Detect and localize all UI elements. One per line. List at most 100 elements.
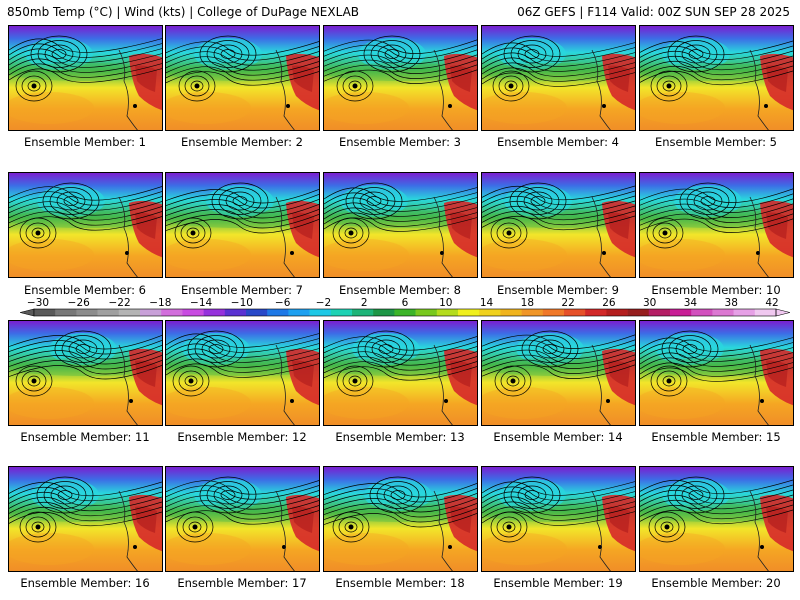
temperature-map <box>166 26 319 130</box>
temperature-map <box>640 321 793 425</box>
colorbar-segment <box>288 309 310 316</box>
colorbar-tick-label: −26 <box>67 297 90 309</box>
colorbar-segment <box>670 309 692 316</box>
colorbar-segment <box>691 309 713 316</box>
colorbar-tick-label: −14 <box>190 297 213 309</box>
ensemble-member-caption: Ensemble Member: 13 <box>335 430 465 444</box>
ensemble-map-panel <box>165 172 320 278</box>
colorbar-left-arrow <box>19 308 35 317</box>
colorbar-graphic <box>19 308 791 317</box>
temperature-map <box>166 321 319 425</box>
ensemble-map-panel <box>8 466 163 572</box>
colorbar-tick-label: 2 <box>360 297 368 309</box>
ensemble-member-caption: Ensemble Member: 8 <box>339 283 461 297</box>
ensemble-map-panel <box>323 320 478 426</box>
ensemble-map-panel <box>639 320 794 426</box>
colorbar-segment <box>267 309 289 316</box>
temperature-map <box>640 173 793 277</box>
ensemble-member-caption: Ensemble Member: 2 <box>181 135 303 149</box>
ensemble-member-caption: Ensemble Member: 4 <box>497 135 619 149</box>
ensemble-member-caption: Ensemble Member: 6 <box>24 283 146 297</box>
colorbar-tick-label: 14 <box>479 297 494 309</box>
temperature-map <box>482 173 635 277</box>
colorbar-tick-label: 34 <box>683 297 698 309</box>
colorbar-segment <box>648 309 671 316</box>
temperature-map <box>9 173 162 277</box>
colorbar-tick-label: 10 <box>439 297 453 309</box>
ensemble-member-caption: Ensemble Member: 9 <box>497 283 619 297</box>
ensemble-member-caption: Ensemble Member: 19 <box>493 576 623 590</box>
temperature-map <box>166 173 319 277</box>
header-right-title: 06Z GEFS | F114 Valid: 00Z SUN SEP 28 20… <box>517 5 790 19</box>
ensemble-member-caption: Ensemble Member: 5 <box>655 135 777 149</box>
ensemble-map-panel <box>481 320 636 426</box>
temperature-map <box>640 26 793 130</box>
colorbar-tick-label: 26 <box>602 297 616 309</box>
colorbar-segment <box>330 309 353 316</box>
colorbar-segment <box>140 309 162 316</box>
colorbar-segment <box>754 309 777 316</box>
temperature-map <box>482 321 635 425</box>
ensemble-map-panel <box>639 466 794 572</box>
header-left-title: 850mb Temp (°C) | Wind (kts) | College o… <box>7 5 360 19</box>
colorbar-segment <box>203 309 226 316</box>
ensemble-member-caption: Ensemble Member: 17 <box>177 576 307 590</box>
colorbar-tick-label: −30 <box>26 297 50 309</box>
colorbar-segment <box>246 309 268 316</box>
colorbar-tick-label: 6 <box>401 297 409 309</box>
colorbar-segment <box>97 309 120 316</box>
ensemble-map-panel <box>481 172 636 278</box>
ensemble-member-caption: Ensemble Member: 10 <box>651 283 781 297</box>
colorbar-segment <box>352 309 374 316</box>
colorbar-segment <box>521 309 544 316</box>
colorbar-segment <box>161 309 183 316</box>
temperature-map <box>324 321 477 425</box>
ensemble-member-caption: Ensemble Member: 18 <box>335 576 465 590</box>
ensemble-map-panel <box>165 320 320 426</box>
colorbar-tick-label: 30 <box>642 297 657 309</box>
colorbar-tick-label: −22 <box>108 297 131 309</box>
ensemble-member-caption: Ensemble Member: 1 <box>24 135 146 149</box>
colorbar-tick-label: 42 <box>765 297 779 309</box>
colorbar-segment <box>182 309 204 316</box>
colorbar-right-arrow <box>775 308 791 317</box>
colorbar-tick-label: −10 <box>230 297 253 309</box>
ensemble-map-panel <box>8 172 163 278</box>
ensemble-map-panel <box>323 25 478 131</box>
colorbar-segment <box>373 309 395 316</box>
temperature-map <box>482 26 635 130</box>
temperature-map <box>482 467 635 571</box>
colorbar-segment <box>542 309 565 316</box>
temperature-map <box>9 321 162 425</box>
temperature-map <box>640 467 793 571</box>
colorbar-tick-label: 18 <box>520 297 535 309</box>
ensemble-map-panel <box>639 25 794 131</box>
colorbar-segment <box>500 309 522 316</box>
colorbar-segment <box>34 309 56 316</box>
colorbar-tick-label: −6 <box>274 297 291 309</box>
temperature-map <box>166 467 319 571</box>
colorbar-segment <box>606 309 628 316</box>
ensemble-map-panel <box>481 25 636 131</box>
ensemble-member-caption: Ensemble Member: 16 <box>20 576 150 590</box>
colorbar-segment <box>585 309 607 316</box>
colorbar-segment <box>55 309 77 316</box>
ensemble-member-caption: Ensemble Member: 3 <box>339 135 461 149</box>
colorbar-segment <box>76 309 98 316</box>
colorbar-segment <box>564 309 586 316</box>
colorbar-segment <box>394 309 416 316</box>
colorbar-segment <box>118 309 141 316</box>
ensemble-member-caption: Ensemble Member: 7 <box>181 283 303 297</box>
ensemble-map-panel <box>8 25 163 131</box>
temperature-map <box>9 26 162 130</box>
ensemble-member-caption: Ensemble Member: 11 <box>20 430 150 444</box>
ensemble-map-panel <box>323 466 478 572</box>
temperature-map <box>324 467 477 571</box>
temperature-map <box>324 26 477 130</box>
ensemble-member-caption: Ensemble Member: 20 <box>651 576 781 590</box>
ensemble-map-panel <box>8 320 163 426</box>
colorbar-tick-label: 38 <box>724 297 738 309</box>
colorbar-tick-label: 22 <box>561 297 575 309</box>
colorbar-segment <box>309 309 332 316</box>
colorbar-segment <box>712 309 734 316</box>
